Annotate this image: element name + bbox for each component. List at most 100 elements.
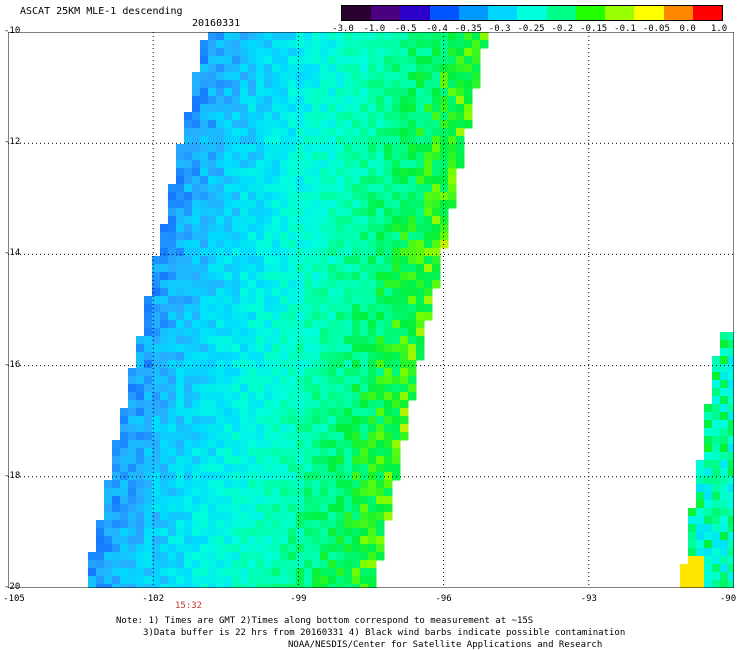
swath-cell [120, 576, 129, 585]
swath-cell [272, 392, 281, 401]
colorbar-tick-label: 1.0 [710, 24, 728, 34]
swath-cell [384, 80, 393, 89]
swath-cell [352, 384, 361, 393]
swath-cell [160, 560, 169, 569]
swath-cell [328, 152, 337, 161]
swath-cell [472, 48, 481, 57]
swath-cell [344, 408, 353, 417]
swath-cell [312, 424, 321, 433]
swath-cell [192, 280, 201, 289]
swath-cell [328, 200, 337, 209]
swath-cell [328, 448, 337, 457]
swath-cell [264, 280, 273, 289]
swath-cell [312, 336, 321, 345]
swath-cell [392, 168, 401, 177]
swath-cell [280, 32, 289, 41]
swath-cell [200, 224, 209, 233]
swath-cell [144, 552, 153, 561]
swath-cell [432, 216, 441, 225]
swath-cell [248, 584, 257, 588]
swath-cell [240, 568, 249, 577]
swath-cell [248, 488, 257, 497]
swath-cell [264, 344, 273, 353]
swath-cell [696, 468, 705, 477]
swath-cell [432, 104, 441, 113]
swath-cell [368, 472, 377, 481]
swath-cell [352, 152, 361, 161]
swath-cell [328, 232, 337, 241]
swath-cell [424, 312, 433, 321]
swath-cell [200, 400, 209, 409]
swath-cell [352, 504, 361, 513]
swath-cell [160, 368, 169, 377]
swath-cell [168, 512, 177, 521]
swath-cell [384, 152, 393, 161]
swath-cell [728, 380, 734, 389]
swath-cell [160, 328, 169, 337]
swath-cell [296, 376, 305, 385]
swath-cell [400, 304, 409, 313]
swath-cell [320, 400, 329, 409]
swath-cell [304, 64, 313, 73]
swath-cell [344, 240, 353, 249]
swath-cell [200, 240, 209, 249]
swath-cell [240, 104, 249, 113]
swath-cell [224, 480, 233, 489]
swath-cell [344, 448, 353, 457]
swath-cell [288, 48, 297, 57]
swath-cell [248, 72, 257, 81]
swath-cell [360, 304, 369, 313]
swath-cell [312, 392, 321, 401]
swath-cell [176, 584, 185, 588]
swath-cell [280, 584, 289, 588]
swath-cell [728, 452, 734, 461]
swath-cell [320, 528, 329, 537]
swath-cell [384, 240, 393, 249]
swath-cell [128, 424, 137, 433]
swath-cell [192, 392, 201, 401]
swath-cell [272, 336, 281, 345]
swath-cell [424, 32, 433, 41]
swath-cell [720, 572, 729, 581]
swath-cell [352, 128, 361, 137]
swath-cell [312, 248, 321, 257]
swath-cell [360, 104, 369, 113]
swath-cell [248, 472, 257, 481]
swath-cell [216, 408, 225, 417]
swath-cell [344, 456, 353, 465]
swath-cell [208, 296, 217, 305]
swath-cell [256, 376, 265, 385]
swath-cell [224, 88, 233, 97]
swath-cell [256, 432, 265, 441]
swath-cell [392, 248, 401, 257]
swath-cell [360, 384, 369, 393]
swath-cell [424, 96, 433, 105]
y-tick-label: -20 [4, 582, 21, 592]
swath-cell [320, 136, 329, 145]
swath-cell [720, 476, 729, 485]
swath-cell [312, 128, 321, 137]
swath-cell [280, 304, 289, 313]
swath-cell [304, 80, 313, 89]
swath-cell [232, 512, 241, 521]
swath-cell [176, 368, 185, 377]
swath-cell [272, 80, 281, 89]
swath-cell [296, 80, 305, 89]
swath-cell [320, 40, 329, 49]
swath-cell [384, 56, 393, 65]
swath-cell [256, 48, 265, 57]
swath-cell [184, 304, 193, 313]
swath-cell [344, 72, 353, 81]
swath-cell [336, 552, 345, 561]
swath-cell [112, 568, 121, 577]
swath-cell [344, 488, 353, 497]
swath-cell [184, 184, 193, 193]
swath-cell [416, 96, 425, 105]
swath-cell [688, 548, 697, 557]
swath-cell [344, 392, 353, 401]
swath-cell [416, 40, 425, 49]
swath-cell [192, 304, 201, 313]
swath-cell [288, 32, 297, 41]
swath-cell [232, 320, 241, 329]
swath-cell [400, 240, 409, 249]
